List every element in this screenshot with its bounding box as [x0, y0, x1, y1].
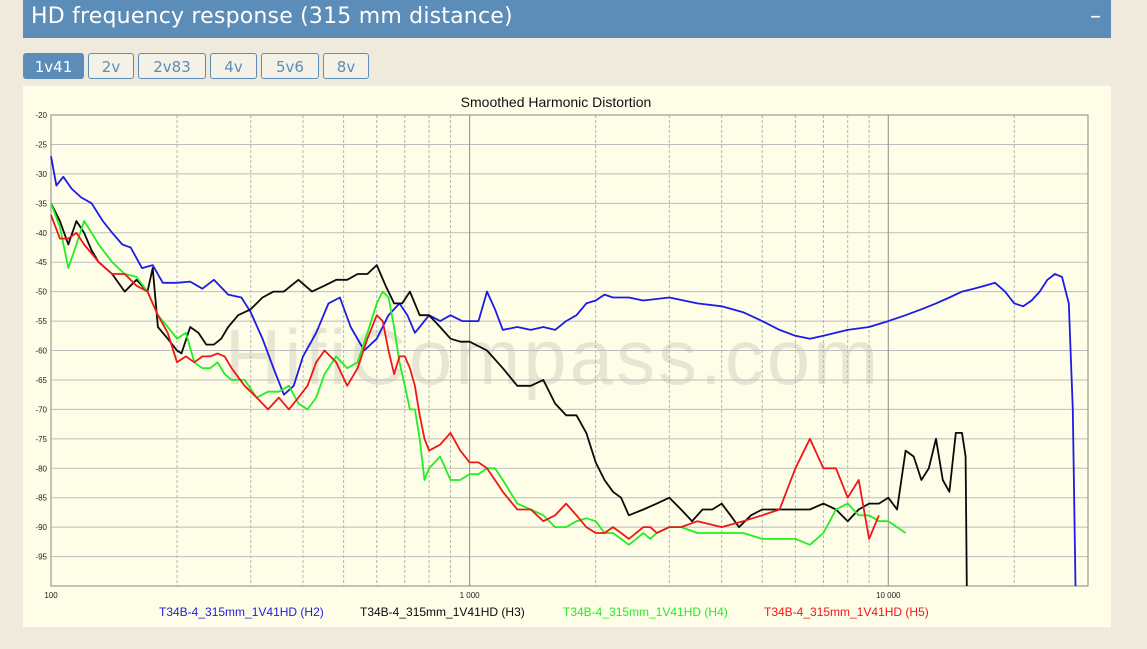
y-tick-label: -55: [35, 317, 47, 326]
y-tick-label: -60: [35, 347, 47, 356]
chart-container: Smoothed Harmonic Distortion HifiCompass…: [23, 86, 1111, 627]
y-tick-label: -90: [35, 523, 47, 532]
tab-2v[interactable]: 2v: [88, 53, 134, 79]
y-tick-label: -45: [35, 258, 47, 267]
y-tick-label: -65: [35, 376, 47, 385]
plot-frame: [50, 114, 1089, 587]
y-tick-label: -25: [35, 140, 47, 149]
y-tick-label: -80: [35, 464, 47, 473]
tab-2v83[interactable]: 2v83: [138, 53, 206, 79]
panel-header: HD frequency response (315 mm distance) …: [23, 0, 1111, 38]
y-tick-label: -70: [35, 405, 47, 414]
x-tick-label: 100: [44, 591, 58, 600]
series-line-1: [50, 156, 1077, 587]
x-tick-label: 10 000: [876, 591, 901, 600]
y-tick-label: -85: [35, 494, 47, 503]
panel-title: HD frequency response (315 mm distance): [31, 4, 513, 29]
collapse-button[interactable]: –: [1090, 4, 1101, 29]
chart-title: Smoothed Harmonic Distortion: [461, 94, 652, 110]
tab-4v[interactable]: 4v: [210, 53, 257, 79]
y-tick-label: -75: [35, 435, 47, 444]
y-tick-label: -40: [35, 229, 47, 238]
legend-entry-1: T34B-4_315mm_1V41HD (H2): [159, 605, 324, 619]
legend-entry-4: T34B-4_315mm_1V41HD (H5): [764, 605, 929, 619]
y-tick-label: -30: [35, 170, 47, 179]
legend-entry-3: T34B-4_315mm_1V41HD (H4): [563, 605, 728, 619]
series-line-4: [50, 214, 880, 540]
tab-5v6[interactable]: 5v6: [261, 53, 319, 79]
tab-8v[interactable]: 8v: [323, 53, 369, 79]
tab-1v41[interactable]: 1v41: [23, 53, 84, 79]
y-tick-label: -50: [35, 288, 47, 297]
series-line-3: [50, 202, 907, 546]
series-line-2: [50, 202, 968, 587]
y-tick-label: -35: [35, 199, 47, 208]
legend-entry-2: T34B-4_315mm_1V41HD (H3): [360, 605, 525, 619]
watermark: HifiCompass.com: [225, 313, 881, 401]
y-tick-label: -95: [35, 553, 47, 562]
x-tick-label: 1 000: [460, 591, 481, 600]
harmonic-distortion-chart: Smoothed Harmonic Distortion HifiCompass…: [35, 94, 1089, 619]
y-tick-label: -20: [35, 111, 47, 120]
